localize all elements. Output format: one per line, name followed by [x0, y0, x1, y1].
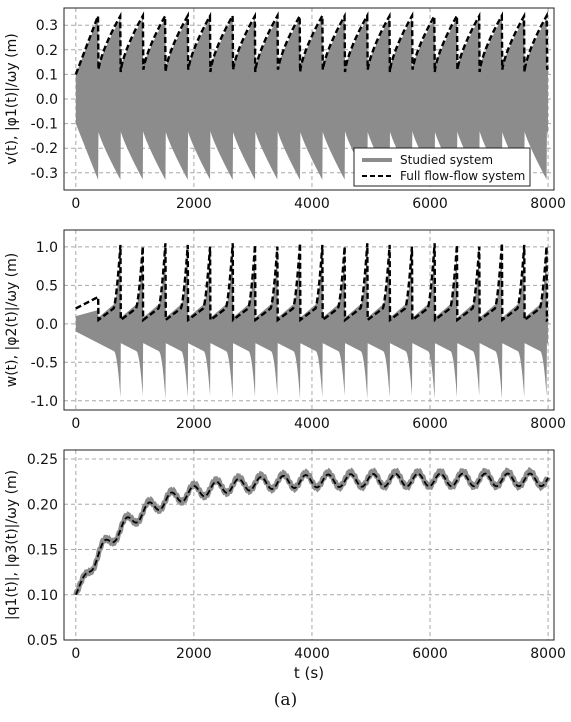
- x-tick-label: 8000: [530, 196, 566, 212]
- plot-area: [73, 466, 551, 596]
- y-tick-label: 0.05: [27, 633, 58, 649]
- y-tick-label: 0.2: [36, 43, 58, 59]
- y-tick-label: 0.10: [27, 588, 58, 604]
- panel-q: 0 2000 4000 6000 8000 0.05 0.10 0.15 0.20 0.25 |q1…: [4, 449, 566, 682]
- figure: 0 2000 4000 6000 8000 -0.3 -0.2 -0.1 0.0 0.1 0.2 0.…: [4, 7, 566, 682]
- y-tick-label: -0.3: [31, 166, 58, 182]
- x-tick-label: 4000: [294, 646, 330, 662]
- series-full-flow-system: [74, 472, 549, 596]
- series-full-flow-system: [74, 11, 550, 75]
- y-tick-label: -1.0: [31, 394, 58, 410]
- legend: Studied system Full flow-flow system: [353, 147, 531, 187]
- y-tick-label: 0.20: [27, 497, 58, 513]
- plot-frame: [63, 7, 555, 191]
- x-tick-label: 2000: [176, 416, 212, 432]
- x-tick-label: 0: [71, 196, 80, 212]
- y-tick-label: -0.2: [31, 141, 58, 157]
- y-axis-label: w(t), |φ2(t)|/ωy (m): [4, 253, 20, 388]
- y-tick-label: 1.0: [36, 240, 58, 256]
- y-tick-label: -0.1: [31, 117, 58, 133]
- plot-frame: [63, 449, 555, 641]
- series-studied-system: [75, 18, 548, 180]
- legend-entry: Full flow-flow system: [400, 169, 525, 183]
- y-tick-label: 0.25: [27, 452, 58, 468]
- plot-area: [75, 243, 549, 400]
- x-tick-label: 2000: [176, 646, 212, 662]
- y-tick-label: 0.5: [36, 278, 58, 294]
- x-tick-label: 4000: [294, 416, 330, 432]
- x-axis-label: t (s): [294, 664, 324, 682]
- x-tick-label: 8000: [530, 646, 566, 662]
- x-tick-label: 0: [71, 416, 80, 432]
- y-tick-label: 0.15: [27, 543, 58, 559]
- x-tick-label: 6000: [412, 196, 448, 212]
- y-tick-label: -0.5: [31, 355, 58, 371]
- y-tick-label: 0.0: [36, 317, 58, 333]
- series-studied-system: [75, 248, 548, 400]
- legend-entry: Studied system: [400, 153, 493, 167]
- legend-box: [353, 147, 531, 187]
- x-tick-label: 6000: [412, 416, 448, 432]
- y-tick-label: 0.1: [36, 67, 58, 83]
- figure-caption: (a): [273, 690, 298, 710]
- y-tick-label: 0.0: [36, 92, 58, 108]
- series-full-flow-system: [75, 243, 549, 323]
- plot-area: [74, 11, 550, 180]
- x-tick-label: 6000: [412, 646, 448, 662]
- y-axis-label: |q1(t)|, |φ3(t)|/ωy (m): [4, 470, 20, 620]
- x-tick-label: 2000: [176, 196, 212, 212]
- x-tick-label: 8000: [530, 416, 566, 432]
- panel-w: 0 2000 4000 6000 8000 -1.0 -0.5 0.0 0.5 1.0 w(t), …: [4, 229, 566, 432]
- x-tick-label: 4000: [294, 196, 330, 212]
- plot-frame: [63, 229, 555, 411]
- x-tick-label: 0: [71, 646, 80, 662]
- y-tick-label: 0.3: [36, 18, 58, 34]
- panel-v: 0 2000 4000 6000 8000 -0.3 -0.2 -0.1 0.0 0.1 0.2 0.…: [4, 7, 566, 212]
- y-axis-label: v(t), |φ1(t)|/ωy (m): [4, 33, 20, 164]
